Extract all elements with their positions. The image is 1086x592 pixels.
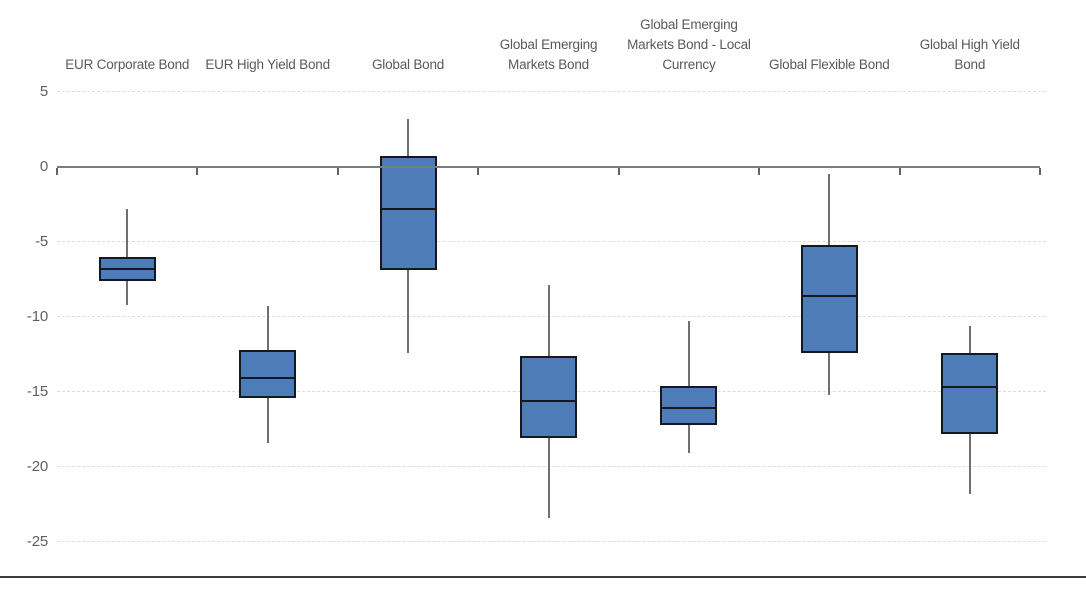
axis-tick bbox=[758, 167, 761, 175]
category-label: Global Bond bbox=[372, 57, 445, 72]
axis-tick bbox=[898, 167, 901, 175]
axis-tick bbox=[56, 167, 58, 175]
y-axis-tick-label: 5 bbox=[39, 82, 48, 100]
gridline bbox=[57, 91, 1046, 93]
box-median-line bbox=[661, 407, 717, 410]
box-median-line bbox=[942, 386, 998, 389]
box-median-line bbox=[521, 399, 576, 402]
axis-tick bbox=[336, 167, 339, 175]
gridline bbox=[57, 466, 1046, 468]
box bbox=[660, 385, 718, 425]
gridline bbox=[57, 241, 1046, 243]
y-axis-tick-label: -10 bbox=[26, 307, 48, 325]
y-axis-tick-label: -15 bbox=[26, 382, 48, 400]
axis-tick bbox=[196, 167, 199, 175]
y-axis-tick-label: -5 bbox=[35, 232, 48, 250]
gridline bbox=[57, 316, 1046, 318]
box bbox=[379, 156, 437, 271]
category-label: EUR High Yield Bond bbox=[205, 57, 330, 72]
category-label: Global Flexible Bond bbox=[769, 57, 890, 72]
y-axis-tick-label: -20 bbox=[26, 457, 48, 475]
axis-tick bbox=[617, 167, 620, 175]
box-median-line bbox=[801, 294, 857, 297]
box-median-line bbox=[240, 377, 296, 380]
x-axis-zero-line bbox=[57, 165, 1040, 168]
box-median-line bbox=[380, 207, 436, 210]
box bbox=[941, 352, 999, 434]
category-label: Global Emerging Markets Bond - Local Cur… bbox=[627, 17, 751, 72]
category-label: Global High Yield Bond bbox=[919, 37, 1020, 72]
y-axis-tick-label: -25 bbox=[26, 532, 48, 550]
box bbox=[98, 256, 156, 281]
box-median-line bbox=[99, 267, 155, 270]
box bbox=[520, 355, 577, 439]
axis-tick bbox=[1039, 167, 1041, 175]
axis-tick bbox=[477, 167, 480, 175]
gridline bbox=[57, 541, 1046, 543]
y-axis-tick-label: 0 bbox=[39, 157, 48, 175]
category-label: EUR Corporate Bond bbox=[65, 57, 190, 72]
box bbox=[800, 244, 858, 353]
box bbox=[239, 349, 297, 398]
category-label: Global Emerging Markets Bond bbox=[499, 37, 598, 72]
bottom-divider bbox=[0, 576, 1086, 578]
